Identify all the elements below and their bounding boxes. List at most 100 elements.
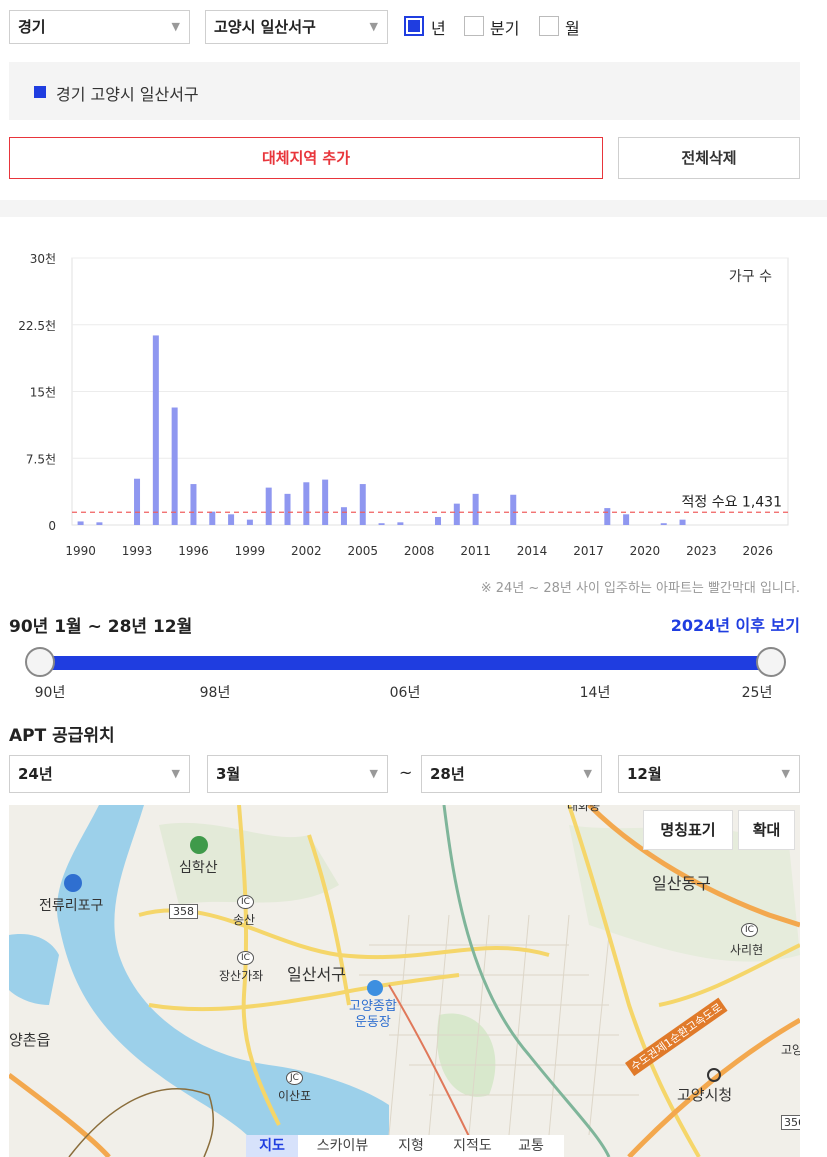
x-tick-label: 1996 xyxy=(178,544,209,558)
delete-all-button[interactable]: 전체삭제 xyxy=(618,137,800,179)
from-month-value: 3월 xyxy=(216,765,241,783)
checkbox-month[interactable] xyxy=(539,16,559,36)
map-tab-terrain[interactable]: 지형 xyxy=(398,1138,424,1154)
x-tick-label: 2023 xyxy=(686,544,717,558)
legend-square-icon xyxy=(34,86,46,98)
range-end-handle[interactable] xyxy=(756,647,786,677)
range-tick-label: 90년 xyxy=(34,685,66,701)
chevron-down-icon: ▼ xyxy=(781,767,790,780)
map-label-top-cut: 대화동 xyxy=(567,805,601,813)
chart-bar xyxy=(604,508,611,525)
map-label-jc-isanpo: JC xyxy=(286,1071,303,1085)
chart-bar xyxy=(679,519,686,525)
x-tick-label: 1999 xyxy=(235,544,266,558)
from-year-select[interactable]: 24년 ▼ xyxy=(9,755,190,793)
map-label-ic-jangsan: IC xyxy=(237,951,254,965)
map-label-isanpo: 이산포 xyxy=(278,1089,312,1103)
range-separator: ~ xyxy=(399,763,413,782)
map-label-ilsanseo: 일산서구 xyxy=(287,965,346,984)
after-2024-link[interactable]: 2024년 이후 보기 xyxy=(670,616,800,635)
range-slider[interactable] xyxy=(25,647,786,677)
chart-bar xyxy=(359,484,366,525)
chart-bar xyxy=(472,493,479,525)
map-label-ic-sarihyeon: IC xyxy=(741,923,758,937)
map-tab-map[interactable]: 지도 xyxy=(246,1135,298,1157)
chevron-down-icon: ▼ xyxy=(369,767,378,780)
map-label-simhaksan: 심학산 xyxy=(179,860,218,876)
y-tick-label: 15천 xyxy=(30,385,56,400)
map-label-yangchon: 양촌읍 xyxy=(9,1031,51,1049)
range-tick-label: 25년 xyxy=(741,685,773,701)
stadium-icon xyxy=(367,980,383,996)
red-bar-note: ※ 24년 ~ 28년 사이 입주하는 아파트는 빨간막대 입니다. xyxy=(480,581,800,596)
selected-region-label: 경기 고양시 일산서구 xyxy=(56,85,199,104)
map-tab-traffic[interactable]: 교통 xyxy=(518,1138,544,1154)
chart-legend: 가구 수 xyxy=(729,269,772,285)
map-label-goyang-stadium: 고양종합 운동장 xyxy=(349,999,397,1030)
chart-bar xyxy=(322,479,329,525)
map-label-ilsandong: 일산동구 xyxy=(652,874,711,893)
chart-bar xyxy=(623,514,630,525)
chevron-down-icon: ▼ xyxy=(171,767,180,780)
map-label-jangsan: 장산가좌 xyxy=(219,969,264,983)
chart-bar xyxy=(77,521,84,525)
from-year-value: 24년 xyxy=(18,765,53,783)
checkbox-quarter-label: 분기 xyxy=(490,19,520,38)
chevron-down-icon: ▼ xyxy=(171,20,180,33)
chart-bar xyxy=(246,519,253,525)
checkbox-year[interactable] xyxy=(404,16,424,36)
range-tick-label: 06년 xyxy=(389,685,421,701)
cityhall-icon xyxy=(707,1068,721,1082)
chart-bar xyxy=(453,503,460,525)
x-tick-label: 1990 xyxy=(65,544,96,558)
chart-bar xyxy=(152,335,159,525)
map-zoom-button[interactable]: 확대 xyxy=(738,810,795,850)
chart-bar xyxy=(510,494,517,525)
checkbox-quarter[interactable] xyxy=(464,16,484,36)
region1-value: 경기 xyxy=(18,18,46,36)
to-month-value: 12월 xyxy=(627,765,662,783)
map-view[interactable]: 심학산 전류리포구 358 IC 송산 IC 장산가좌 일산서구 일산동구 IC… xyxy=(9,805,800,1157)
chevron-down-icon: ▼ xyxy=(583,767,592,780)
bus-stop-icon xyxy=(64,874,82,892)
map-canvas xyxy=(9,805,800,1157)
region1-select[interactable]: 경기 ▼ xyxy=(9,10,190,44)
x-tick-label: 2017 xyxy=(573,544,604,558)
add-region-button[interactable]: 대체지역 추가 xyxy=(9,137,603,179)
supply-title: APT 공급위치 xyxy=(9,726,115,746)
map-label-toggle-button[interactable]: 명칭표기 xyxy=(643,810,733,850)
checkbox-month-label: 월 xyxy=(565,19,580,38)
map-label-goyang-edge: 고양 xyxy=(781,1043,800,1057)
chart-bar xyxy=(134,478,141,525)
x-tick-label: 2005 xyxy=(347,544,378,558)
to-month-select[interactable]: 12월 ▼ xyxy=(618,755,800,793)
chart-bar xyxy=(397,522,404,525)
x-tick-label: 2002 xyxy=(291,544,322,558)
x-tick-label: 2008 xyxy=(404,544,435,558)
x-tick-label: 2014 xyxy=(517,544,548,558)
from-month-select[interactable]: 3월 ▼ xyxy=(207,755,388,793)
to-year-select[interactable]: 28년 ▼ xyxy=(421,755,602,793)
selected-region-panel: 경기 고양시 일산서구 xyxy=(9,62,800,120)
mountain-icon xyxy=(190,836,208,854)
chevron-down-icon: ▼ xyxy=(369,20,378,33)
region2-value: 고양시 일산서구 xyxy=(214,18,316,36)
supply-bar-chart: 0 7.5천 15천 22.5천 30천 1990 1993 1996 1999 2002 2005… xyxy=(18,251,789,558)
map-label-ic-songsan: IC xyxy=(237,895,254,909)
region2-select[interactable]: 고양시 일산서구 ▼ xyxy=(205,10,388,44)
map-tab-skyview[interactable]: 스카이뷰 xyxy=(316,1138,369,1154)
chart-bar xyxy=(660,523,667,525)
chart-bar xyxy=(228,514,235,525)
chart-bar xyxy=(190,484,197,525)
range-tick-label: 14년 xyxy=(579,685,611,701)
chart-bar xyxy=(340,507,347,525)
map-label-route358: 358 xyxy=(169,904,198,919)
y-tick-label: 0 xyxy=(48,519,56,533)
y-tick-label: 22.5천 xyxy=(18,318,56,333)
x-tick-label: 2026 xyxy=(743,544,774,558)
map-tab-cadastral[interactable]: 지적도 xyxy=(453,1138,492,1154)
range-start-handle[interactable] xyxy=(25,647,55,677)
map-label-jeonryu: 전류리포구 xyxy=(39,898,104,914)
range-tick-label: 98년 xyxy=(199,685,231,701)
y-tick-label: 30천 xyxy=(30,251,56,266)
